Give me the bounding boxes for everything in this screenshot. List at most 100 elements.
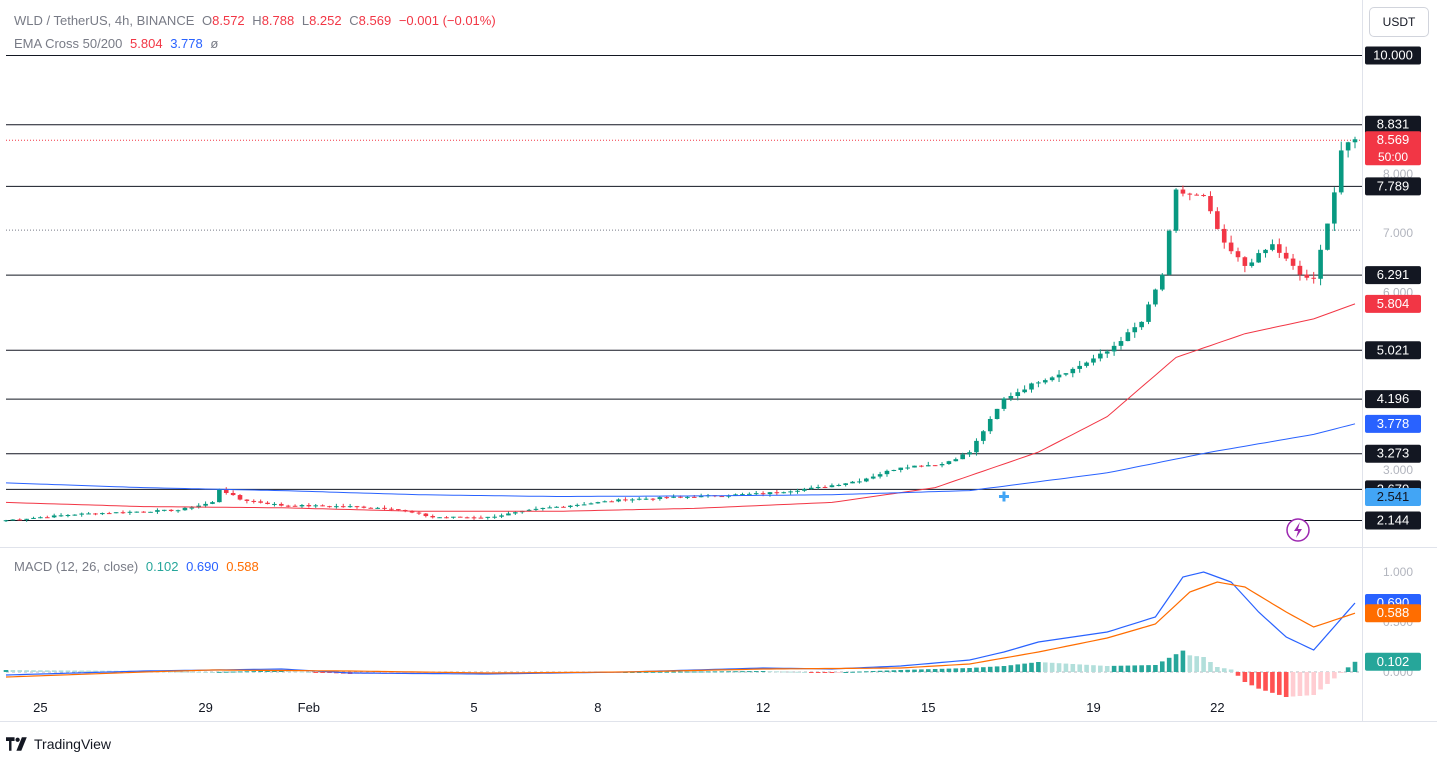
candle-body	[499, 515, 504, 517]
candle-body	[464, 517, 470, 519]
currency-button[interactable]: USDT	[1369, 7, 1429, 37]
macd-line-value: 0.690	[186, 559, 219, 574]
low-value: 8.252	[309, 13, 342, 28]
macd-histogram-bar	[1063, 663, 1069, 672]
price-axis-label-bg	[1365, 414, 1421, 433]
candle-body	[1318, 249, 1323, 279]
candle	[870, 473, 876, 480]
macd-histogram-bar	[1077, 664, 1082, 672]
candle	[919, 465, 924, 468]
candle-body	[1332, 192, 1337, 224]
candle-body	[31, 517, 36, 519]
macd-axis-label: 0.102	[1377, 654, 1410, 669]
macd-legend[interactable]: MACD (12, 26, close) 0.102 0.690 0.588	[14, 559, 263, 575]
candle	[981, 430, 986, 445]
time-axis-divider	[0, 721, 1437, 722]
macd-histogram-bar	[1228, 669, 1234, 672]
macd-histogram-bar	[292, 671, 298, 673]
macd-histogram-bar	[175, 671, 181, 673]
candle	[279, 502, 284, 507]
candle-body	[774, 492, 780, 494]
candle-body	[857, 481, 862, 483]
macd-histogram-bar	[203, 671, 208, 673]
candle-body	[1104, 351, 1110, 354]
footer-brand[interactable]: TradingView	[6, 736, 111, 752]
candle	[1270, 239, 1275, 252]
candle-body	[141, 511, 146, 513]
candle-body	[884, 470, 890, 475]
candle-body	[925, 465, 931, 467]
candle-body	[320, 505, 325, 507]
candle	[726, 494, 731, 499]
macd-histogram-bar	[788, 671, 793, 673]
candle-body	[1304, 274, 1310, 278]
macd-histogram-bar	[1221, 668, 1227, 672]
candle-body	[375, 507, 380, 509]
candle-body	[230, 492, 236, 496]
candle-body	[1091, 358, 1096, 363]
candle-body	[513, 512, 518, 514]
pane-divider[interactable]	[0, 547, 1437, 548]
macd-histogram-bar	[17, 670, 23, 672]
price-axis-label-bg	[1365, 341, 1421, 360]
macd-histogram-bar	[38, 670, 43, 672]
macd-histogram-bar	[230, 671, 236, 673]
candle-body	[24, 518, 29, 520]
price-axis-label: 5.804	[1377, 296, 1410, 311]
candle-body	[1036, 382, 1041, 384]
macd-histogram-bar	[1345, 667, 1351, 672]
macd-histogram-bar	[815, 672, 821, 673]
candle-body	[1180, 189, 1186, 194]
candle	[802, 487, 807, 492]
macd-signal-value: 0.588	[226, 559, 259, 574]
candle	[1228, 235, 1234, 255]
macd-histogram-bar	[1001, 666, 1007, 672]
macd-histogram-bar	[925, 669, 931, 672]
macd-histogram-bar	[93, 670, 98, 672]
time-axis-tick-label: 19	[1086, 700, 1100, 715]
candle	[313, 503, 319, 508]
time-axis-tick-label: 8	[594, 700, 601, 715]
macd-histogram-bar	[864, 671, 869, 673]
candle-body	[127, 511, 133, 513]
ema-hidden-icon[interactable]: ø	[210, 36, 219, 51]
candle-body	[574, 504, 580, 506]
candle-body	[38, 517, 43, 519]
candle	[471, 515, 477, 520]
price-axis-label: 3.273	[1377, 446, 1410, 461]
candle-body	[203, 503, 208, 506]
candle	[1001, 396, 1007, 412]
candle-body	[182, 507, 188, 511]
ema-legend[interactable]: EMA Cross 50/200 5.804 3.778 ø	[14, 36, 222, 52]
macd-histogram-bar	[898, 670, 904, 672]
candle	[1111, 341, 1117, 356]
macd-histogram-bar	[1194, 656, 1199, 672]
candle-body	[10, 519, 16, 521]
candle	[223, 487, 229, 495]
candle-body	[1084, 362, 1089, 366]
candle-body	[1042, 380, 1048, 383]
candle-body	[1311, 277, 1317, 279]
candle-body	[898, 467, 904, 470]
candle-body	[113, 512, 119, 514]
price-axis-label-bg	[1365, 131, 1421, 166]
candle	[788, 490, 793, 495]
candle	[1042, 378, 1048, 385]
macd-histogram-bar	[712, 671, 718, 673]
ema-cross-marker-icon	[998, 491, 1009, 502]
macd-histogram-bar	[244, 671, 250, 673]
ema-slow-line	[5, 423, 1356, 497]
candle-body	[533, 508, 539, 510]
candle	[265, 501, 270, 505]
macd-histogram-bar	[946, 668, 952, 672]
candle	[925, 461, 931, 467]
candle-body	[327, 506, 332, 508]
candle	[327, 505, 332, 508]
ema-fast-line	[5, 303, 1356, 512]
candle-body	[974, 440, 979, 453]
candle	[774, 489, 780, 496]
macd-histogram-bar	[698, 671, 704, 673]
candle	[898, 467, 904, 473]
candle	[375, 506, 380, 509]
